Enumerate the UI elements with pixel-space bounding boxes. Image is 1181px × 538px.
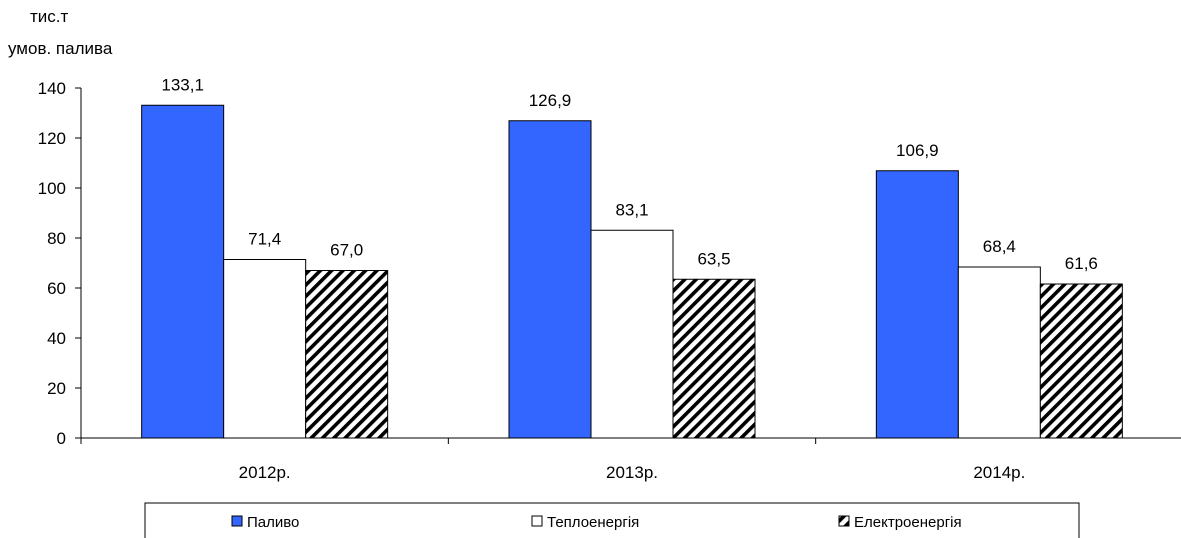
data-label: 83,1: [615, 200, 648, 219]
x-tick-label: 2014р.: [973, 463, 1025, 482]
data-label: 71,4: [248, 230, 281, 249]
legend: Паливо Теплоенергія Електроенергія: [144, 502, 1080, 538]
data-label: 126,9: [529, 91, 572, 110]
data-label: 63,5: [697, 249, 730, 268]
legend-swatch: [231, 515, 243, 527]
x-tick-label: 2013р.: [606, 463, 658, 482]
legend-swatch: [531, 515, 543, 527]
y-tick-label: 140: [38, 79, 66, 98]
bar: [590, 229, 674, 439]
y-axis-label-line1: тис.т: [30, 7, 69, 26]
data-label: 61,6: [1065, 254, 1098, 273]
y-tick-label: 20: [47, 379, 66, 398]
y-tick-label: 40: [47, 329, 66, 348]
y-axis-label-line2: умов. палива: [8, 39, 113, 58]
legend-label: Паливо: [247, 514, 299, 531]
bar: [305, 270, 389, 439]
data-label: 68,4: [983, 237, 1016, 256]
bar: [672, 278, 756, 439]
y-tick-label: 0: [57, 429, 66, 448]
data-label: 106,9: [896, 141, 939, 160]
y-tick-label: 120: [38, 129, 66, 148]
data-labels: 133,1 71,4 67,0 126,9 83,1 63,5 106,9 68,4 61,6: [161, 75, 1097, 273]
legend-swatch: [838, 515, 850, 527]
data-label: 67,0: [330, 241, 363, 260]
x-tick-label: 2012р.: [239, 463, 291, 482]
y-tick-label: 100: [38, 179, 66, 198]
legend-label: Електроенергія: [854, 514, 962, 531]
bar: [223, 259, 307, 439]
y-tick-label: 80: [47, 229, 66, 248]
bar: [957, 266, 1041, 439]
bar: [141, 104, 225, 439]
legend-label: Теплоенергія: [547, 514, 639, 531]
data-label: 133,1: [161, 75, 204, 94]
bar: [508, 120, 592, 439]
bar: [875, 170, 959, 439]
legend-box: [144, 502, 1080, 538]
bar: [1039, 283, 1123, 439]
bars: [141, 104, 1123, 439]
y-tick-label: 60: [47, 279, 66, 298]
